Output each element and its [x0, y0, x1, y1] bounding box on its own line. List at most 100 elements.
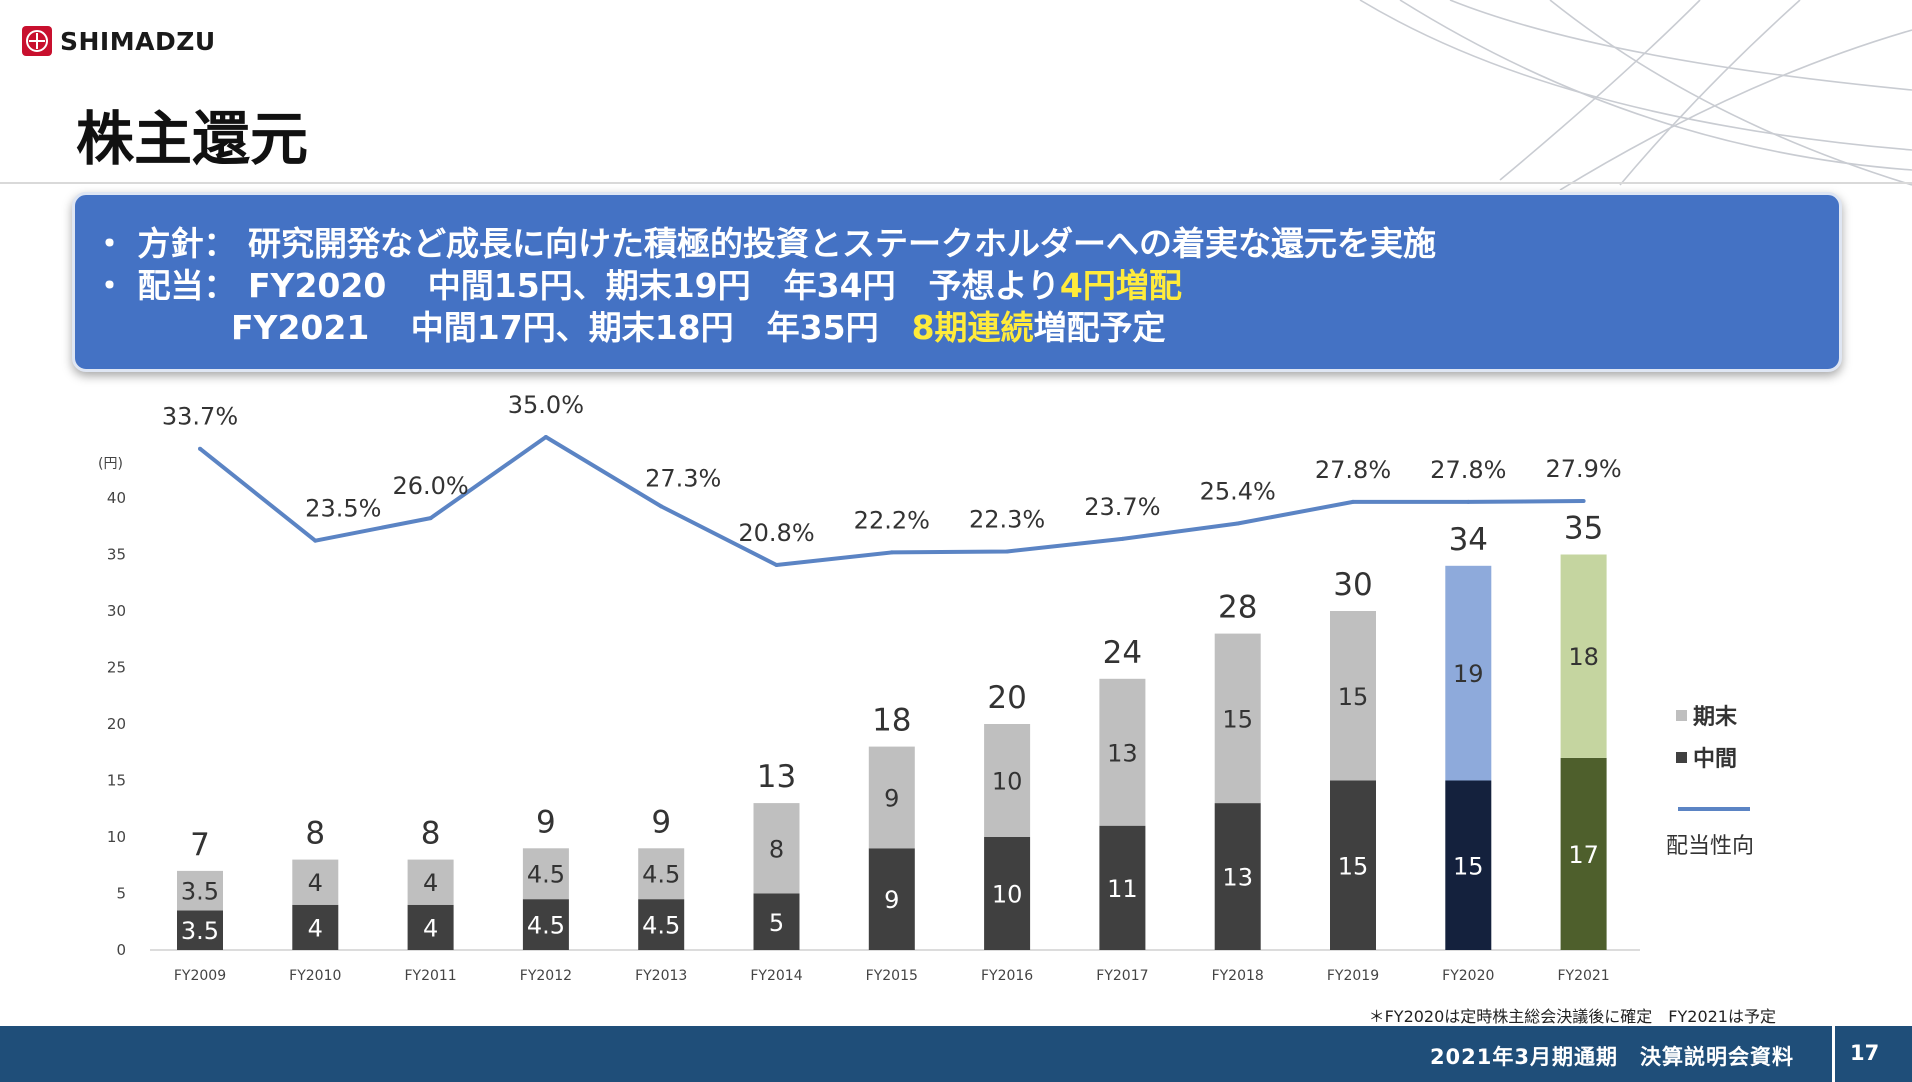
- x-tick-label: FY2010: [289, 968, 341, 984]
- footer-separator: [1832, 1026, 1835, 1082]
- fy2020-highlight: 4円増配: [1059, 266, 1182, 305]
- total-value-label: 7: [190, 827, 210, 863]
- payout-ratio-label: 22.2%: [854, 506, 930, 534]
- payout-ratio-point: [889, 550, 894, 555]
- bar-interim-fy2020: [1445, 780, 1492, 950]
- payout-ratio-point: [428, 516, 433, 521]
- bar-final-fy2013: [638, 848, 685, 900]
- payout-ratio-point: [1581, 499, 1586, 503]
- final-value-label: 4.5: [527, 861, 565, 889]
- bar-interim-fy2009: [177, 910, 223, 950]
- dividend-chart: 0 5 10 15 20 25 30 35 40 (円) 3.5 3.5 7 FY2009 4 4 8 FY201…: [98, 391, 1754, 984]
- x-tick-label: FY2020: [1442, 968, 1494, 984]
- payout-ratio-label: 27.3%: [645, 464, 721, 492]
- x-tick-label: FY2012: [520, 968, 572, 984]
- bar-final-fy2015: [868, 746, 915, 849]
- y-axis-unit-label: (円): [98, 456, 123, 472]
- bar-interim-fy2013: [638, 899, 685, 950]
- fy2020-year: FY2020: [248, 266, 387, 305]
- shimadzu-logo-icon: [22, 26, 52, 56]
- banner-line-dividend-fy2021: FY2021 中間17円、期末18円 年35円 8期連続増配予定: [231, 301, 1166, 349]
- bar-final-fy2014: [753, 803, 800, 894]
- bar-final-fy2009: [177, 870, 223, 911]
- bar-final-fy2012: [522, 848, 569, 900]
- interim-value-label: 5: [769, 909, 784, 937]
- y-tick-label: 20: [107, 715, 126, 733]
- payout-ratio-label: 25.4%: [1200, 478, 1276, 506]
- total-value-label: 28: [1218, 590, 1257, 626]
- page-title: 株主還元: [76, 105, 309, 173]
- final-value-label: 13: [1107, 739, 1138, 767]
- payout-ratio-point: [1466, 499, 1471, 504]
- payout-ratio-point: [543, 435, 548, 439]
- interim-value-label: 4: [423, 914, 438, 942]
- footer-document-title: 2021年3月期通期 決算説明会資料: [1429, 1045, 1794, 1069]
- bar-final-fy2011: [407, 859, 454, 905]
- final-value-label: 15: [1338, 683, 1369, 711]
- bar-interim-fy2019: [1330, 780, 1376, 950]
- interim-value-label: 15: [1338, 852, 1369, 880]
- bar-interim-fy2014: [753, 893, 800, 950]
- bar-interim-fy2016: [984, 837, 1031, 950]
- final-value-label: 8: [769, 835, 784, 863]
- fy2020-detail: 中間15円、期末19円 年34円 予想より: [427, 266, 1060, 305]
- final-value-label: 9: [884, 784, 899, 812]
- total-value-label: 13: [757, 759, 796, 795]
- payout-ratio-label: 27.9%: [1545, 455, 1621, 483]
- interim-value-label: 4: [308, 914, 323, 942]
- x-tick-label: FY2011: [404, 968, 456, 984]
- total-value-label: 35: [1564, 511, 1603, 547]
- payout-ratio-label: 33.7%: [162, 403, 238, 431]
- bar-final-fy2018: [1214, 633, 1261, 804]
- interim-value-label: 10: [992, 881, 1023, 909]
- bullet: ・: [93, 266, 126, 305]
- y-tick-label: 40: [107, 489, 126, 507]
- final-value-label: 4: [308, 869, 323, 897]
- total-value-label: 8: [305, 816, 325, 852]
- legend-final-label: 期末: [1693, 705, 1738, 730]
- logo-text: SHIMADZU: [60, 26, 216, 56]
- interim-value-label: 4.5: [642, 912, 680, 940]
- bar-final-fy2010: [292, 859, 339, 905]
- payout-ratio-label: 23.7%: [1084, 493, 1160, 521]
- interim-value-label: 11: [1107, 875, 1138, 903]
- final-value-label: 18: [1568, 643, 1599, 671]
- payout-ratio-label: 26.0%: [392, 472, 468, 500]
- interim-value-label: 13: [1222, 864, 1253, 892]
- x-tick-label: FY2013: [635, 968, 687, 984]
- total-value-label: 9: [651, 804, 671, 840]
- final-value-label: 3.5: [181, 878, 219, 906]
- fy2021-tail: 増配予定: [1033, 308, 1166, 347]
- legend-interim-label: 中間: [1693, 747, 1737, 772]
- total-value-label: 34: [1449, 522, 1488, 558]
- payout-ratio-label: 23.5%: [305, 495, 381, 523]
- interim-value-label: 3.5: [181, 917, 219, 945]
- x-tick-label: FY2018: [1212, 968, 1264, 984]
- company-logo: SHIMADZU: [22, 26, 216, 56]
- final-value-label: 19: [1453, 660, 1484, 688]
- bar-interim-fy2018: [1214, 803, 1261, 950]
- payout-ratio-label: 20.8%: [738, 519, 814, 547]
- final-value-label: 4: [423, 869, 438, 897]
- decorative-arcs: [1359, 0, 1912, 190]
- final-value-label: 10: [992, 768, 1023, 796]
- bar-interim-fy2011: [407, 904, 454, 950]
- final-value-label: 15: [1222, 705, 1253, 733]
- bar-final-fy2016: [984, 724, 1031, 837]
- page-number: 17: [1850, 1041, 1880, 1065]
- total-value-label: 8: [421, 816, 441, 852]
- x-tick-label: FY2021: [1557, 968, 1609, 984]
- payout-ratio-point: [1005, 549, 1010, 554]
- payout-ratio-point: [313, 538, 318, 543]
- total-value-label: 18: [872, 703, 911, 739]
- total-value-label: 30: [1333, 567, 1372, 603]
- bar-interim-fy2015: [868, 848, 915, 950]
- payout-ratio-point: [1235, 521, 1240, 526]
- legend-final-swatch: [1676, 710, 1687, 721]
- bar-final-fy2017: [1099, 678, 1146, 826]
- total-value-label: 24: [1103, 635, 1142, 671]
- title-divider: [0, 182, 1912, 184]
- y-tick-label: 30: [107, 602, 126, 620]
- x-tick-label: FY2009: [174, 968, 226, 984]
- banner-line-policy: ・ 方針： 研究開発など成長に向けた積極的投資とステークホルダーへの着実な還元を…: [93, 217, 1436, 265]
